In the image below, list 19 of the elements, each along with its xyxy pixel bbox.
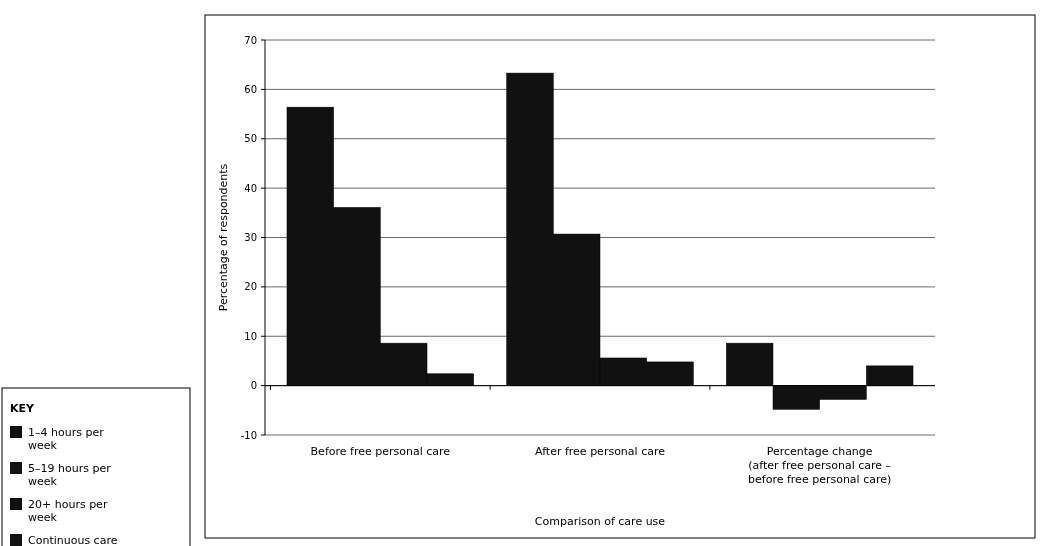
x-tick-label: Percentage change (after free personal care – before free personal care) xyxy=(748,445,892,486)
y-tick-label: 50 xyxy=(244,133,257,145)
y-tick-label: 20 xyxy=(244,281,257,293)
legend-title: KEY xyxy=(10,402,36,415)
y-tick-label: 60 xyxy=(244,83,257,95)
y-tick-label: 10 xyxy=(244,330,257,342)
x-axis-title: Comparison of care use xyxy=(534,515,666,528)
legend-label: Continuous care xyxy=(28,534,118,546)
y-axis-title: Percentage of respondents xyxy=(217,163,230,312)
y-tick-label: 0 xyxy=(250,380,257,392)
y-tick-label: 70 xyxy=(244,34,257,46)
x-tick-label: After free personal care xyxy=(535,445,666,458)
x-tick-label: Before free personal care xyxy=(310,445,451,458)
y-tick-label: -10 xyxy=(240,429,257,441)
legend-label: 20+ hours per week xyxy=(28,498,108,524)
legend-label: 1–4 hours per week xyxy=(28,426,105,452)
y-tick-label: 40 xyxy=(244,182,257,194)
legend-label: 5–19 hours per week xyxy=(28,462,112,488)
y-tick-label: 30 xyxy=(244,232,257,243)
